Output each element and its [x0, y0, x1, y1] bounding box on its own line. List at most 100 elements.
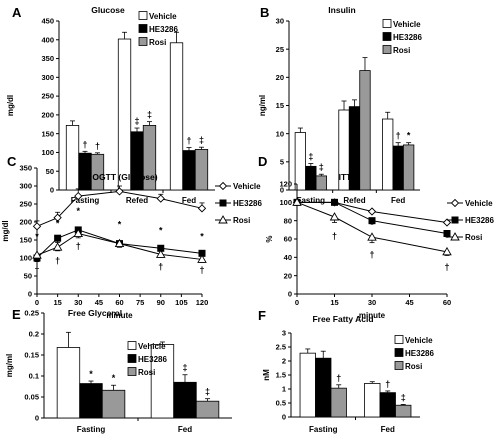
legend-marker — [450, 198, 460, 208]
data-point — [156, 194, 165, 203]
legend-swatch — [382, 19, 392, 28]
y-tick-label: 300 — [41, 73, 54, 82]
y-tick-label: 50 — [46, 167, 54, 176]
y-tick-label: 40 — [284, 253, 292, 262]
x-tick-label: 30 — [368, 298, 376, 307]
significance-marker: † — [82, 139, 87, 149]
x-tick-label: 30 — [74, 298, 82, 307]
y-tick-label: 200 — [19, 218, 32, 227]
significance-marker: * — [407, 131, 411, 141]
bar — [315, 357, 332, 418]
bar — [315, 175, 327, 191]
y-axis-label: % — [265, 235, 274, 242]
y-tick-label: 20 — [284, 271, 292, 280]
data-point — [442, 246, 452, 256]
y-tick-label: 0 — [280, 186, 284, 195]
legend-swatch — [382, 32, 392, 41]
significance-marker: * — [118, 219, 122, 229]
y-tick-label: 0 — [282, 413, 286, 422]
y-tick-label: 3 — [282, 329, 286, 338]
significance-marker: † — [76, 241, 81, 251]
category-label: Fed — [381, 425, 395, 434]
y-tick-label: 0.05 — [24, 393, 39, 402]
legend-label: HE3286 — [233, 199, 262, 208]
panel-letter: B — [260, 5, 269, 20]
legend-label: HE3286 — [393, 33, 422, 42]
x-tick-label: 75 — [136, 298, 144, 307]
bar — [299, 352, 316, 418]
bar — [182, 150, 196, 191]
y-tick-label: 10 — [276, 129, 284, 138]
legend-label: HE3286 — [149, 25, 178, 34]
significance-marker: * — [200, 231, 204, 241]
y-tick-label: 450 — [41, 17, 54, 26]
y-tick-label: 100 — [279, 198, 292, 207]
y-tick-label: 100 — [19, 254, 32, 263]
panel-title: ITT — [339, 172, 353, 182]
data-point — [197, 254, 207, 263]
data-point — [329, 212, 340, 221]
y-tick-label: 300 — [19, 182, 32, 191]
panel-letter: E — [12, 307, 21, 322]
legend-label: Rosi — [138, 368, 155, 377]
significance-marker: † — [444, 262, 449, 272]
bar — [392, 145, 404, 191]
significance-marker: * — [112, 373, 116, 383]
y-tick-label: 0.5 — [276, 399, 286, 408]
legend-label: Vehicle — [393, 20, 421, 29]
y-tick-label: 150 — [19, 236, 32, 245]
category-label: Fed — [178, 425, 192, 434]
y-tick-label: 60 — [284, 235, 292, 244]
data-point — [73, 228, 84, 237]
x-tick-label: 45 — [405, 298, 413, 307]
legend-swatch — [138, 37, 148, 46]
legend-swatch — [127, 354, 137, 363]
significance-marker: † — [369, 249, 374, 259]
y-tick-label: 0 — [35, 414, 39, 423]
legend-marker — [218, 181, 228, 191]
y-axis-label: mg/dl — [1, 220, 10, 241]
legend-label: Rosi — [465, 233, 482, 242]
category-label: Fed — [182, 196, 196, 205]
significance-marker: ‡ — [308, 152, 313, 162]
legend-label: HE3286 — [138, 355, 167, 364]
y-tick-label: 50 — [24, 272, 32, 281]
panel-letter: C — [7, 154, 17, 169]
data-point — [52, 242, 63, 251]
y-tick-label: 0 — [288, 290, 292, 299]
x-tick-label: 0 — [35, 298, 39, 307]
legend-label: Vehicle — [138, 342, 166, 351]
y-tick-label: 0 — [28, 290, 32, 299]
x-tick-label: 15 — [53, 298, 61, 307]
x-tick-label: 120 — [196, 298, 209, 307]
bar — [65, 125, 80, 191]
legend-swatch — [394, 348, 404, 357]
data-point — [367, 207, 377, 216]
legend-label: Rosi — [393, 46, 410, 55]
panel-title: OGTT (Glucose) — [92, 172, 157, 182]
bar — [395, 404, 412, 418]
legend-label: Vehicle — [149, 12, 177, 21]
data-point — [442, 218, 452, 227]
panel-letter: D — [258, 154, 267, 169]
panel-letter: A — [12, 5, 22, 20]
significance-marker: * — [89, 369, 93, 379]
significance-marker: † — [55, 255, 60, 265]
data-point — [368, 217, 376, 225]
category-label: Fasting — [297, 196, 326, 205]
series-line — [296, 201, 448, 253]
y-axis-label: mg/ml — [5, 354, 14, 378]
x-tick-label: 15 — [330, 298, 338, 307]
category-label: Fed — [391, 196, 405, 205]
y-tick-label: 120 — [279, 180, 292, 189]
significance-marker: ‡ — [134, 116, 139, 126]
y-tick-label: 5 — [280, 157, 284, 166]
legend-label: HE3286 — [405, 349, 434, 358]
bar — [305, 165, 317, 191]
y-tick-label: 1 — [282, 385, 286, 394]
legend-marker — [219, 199, 227, 207]
bar — [379, 392, 396, 418]
significance-marker: † — [158, 262, 163, 272]
data-point — [53, 213, 62, 222]
